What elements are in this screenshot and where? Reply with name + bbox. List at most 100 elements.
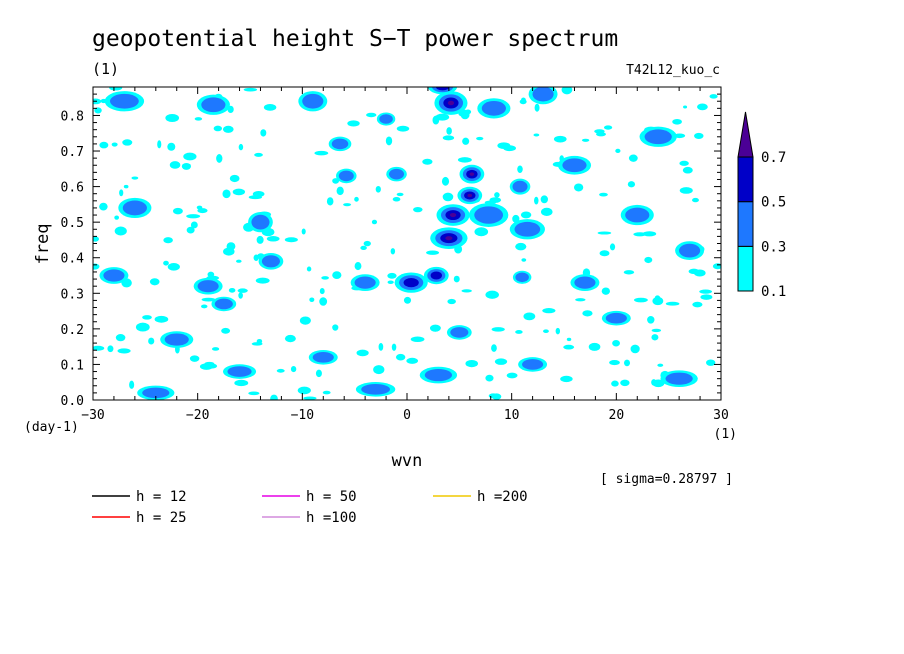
power-blob [331, 138, 349, 150]
colorbar-segment [737, 201, 754, 247]
power-blob [467, 193, 473, 198]
power-blob [164, 333, 189, 346]
legend-label: h = 12 [136, 489, 187, 505]
power-speckle [387, 280, 394, 284]
y-tick-label: 0.6 [61, 181, 84, 196]
power-speckle [332, 178, 340, 184]
power-blob [665, 372, 693, 385]
power-speckle [194, 117, 203, 121]
power-blob [103, 269, 125, 282]
power-speckle [173, 207, 183, 215]
power-speckle [236, 259, 242, 263]
power-speckle [623, 270, 635, 275]
power-blob [515, 272, 529, 283]
power-speckle [243, 87, 258, 92]
power-speckle [114, 226, 127, 236]
power-speckle [284, 237, 298, 243]
power-speckle [232, 188, 246, 196]
sigma-note: [ sigma=0.28797 ] [600, 472, 733, 487]
plot-area: −30 −20 −10 0 10 20 30 0.0 0.1 0.2 0.3 0.4 0.5 0.6 0.7… [61, 86, 729, 423]
y-tick-label: 0.4 [61, 252, 85, 267]
power-speckle [190, 221, 198, 229]
power-speckle [181, 162, 192, 170]
power-blob [445, 236, 453, 241]
power-speckle [447, 298, 456, 305]
power-speckle [263, 104, 277, 111]
power-speckle [290, 366, 297, 373]
power-speckle [609, 243, 616, 251]
power-speckle [517, 165, 523, 173]
power-speckle [612, 339, 620, 347]
power-blob [532, 87, 554, 102]
power-speckle [303, 396, 317, 400]
power-speckle [395, 353, 406, 361]
chart-title: geopotential height S−T power spectrum [92, 26, 618, 52]
power-speckle [553, 135, 567, 143]
x-tick-label: 20 [609, 408, 625, 423]
power-speckle [533, 133, 540, 137]
legend-label: h =200 [477, 489, 528, 505]
power-blob [512, 180, 528, 193]
power-blob [214, 298, 233, 310]
power-blob [403, 277, 419, 288]
power-speckle [460, 110, 470, 120]
power-speckle [154, 315, 169, 323]
power-speckle [201, 304, 208, 309]
y-tick-label: 0.3 [61, 287, 84, 302]
power-speckle [354, 196, 359, 202]
power-speckle [169, 161, 181, 169]
power-speckle [520, 97, 526, 103]
y-tick-label: 0.5 [61, 216, 84, 231]
power-speckle [623, 359, 631, 367]
plot-background [93, 87, 721, 400]
power-speckle [183, 152, 197, 161]
power-blob [338, 170, 354, 182]
power-speckle [620, 379, 630, 387]
power-speckle [321, 276, 329, 280]
power-speckle [186, 226, 195, 234]
power-speckle [540, 207, 553, 216]
power-speckle [581, 138, 590, 142]
power-speckle [682, 166, 693, 174]
power-speckle [590, 344, 598, 348]
colorbar-segment [737, 245, 754, 292]
power-speckle [672, 118, 682, 125]
power-blob [562, 158, 587, 173]
power-speckle [332, 271, 342, 279]
power-speckle [163, 237, 173, 244]
power-blob [679, 243, 701, 258]
power-speckle [163, 260, 169, 266]
power-speckle [582, 310, 593, 317]
power-speckle [442, 192, 454, 202]
power-speckle [148, 337, 155, 345]
power-speckle [204, 361, 215, 366]
power-speckle [117, 348, 131, 354]
power-speckle [488, 393, 498, 399]
power-speckle [410, 336, 425, 343]
power-speckle [201, 297, 216, 302]
chart-subtitle-right: T42L12_kuo_c [626, 63, 720, 78]
power-speckle [561, 87, 573, 95]
power-speckle [315, 369, 322, 378]
power-speckle [679, 187, 693, 194]
power-speckle [609, 360, 620, 366]
power-speckle [93, 98, 102, 105]
power-speckle [373, 365, 385, 375]
power-speckle [135, 322, 150, 332]
power-blob [302, 93, 324, 109]
power-blob [110, 93, 139, 109]
power-blob [424, 369, 453, 382]
power-speckle [93, 345, 105, 351]
power-speckle [284, 334, 296, 343]
y-axis-unit: (day-1) [24, 420, 79, 435]
power-speckle [109, 87, 123, 91]
power-speckle [688, 268, 700, 275]
power-speckle [114, 215, 119, 220]
power-speckle [256, 235, 264, 244]
power-blob [201, 97, 226, 113]
power-speckle [107, 345, 114, 353]
power-speckle [644, 256, 653, 264]
power-blob [449, 212, 457, 218]
power-speckle [254, 152, 263, 157]
power-speckle [251, 342, 263, 346]
